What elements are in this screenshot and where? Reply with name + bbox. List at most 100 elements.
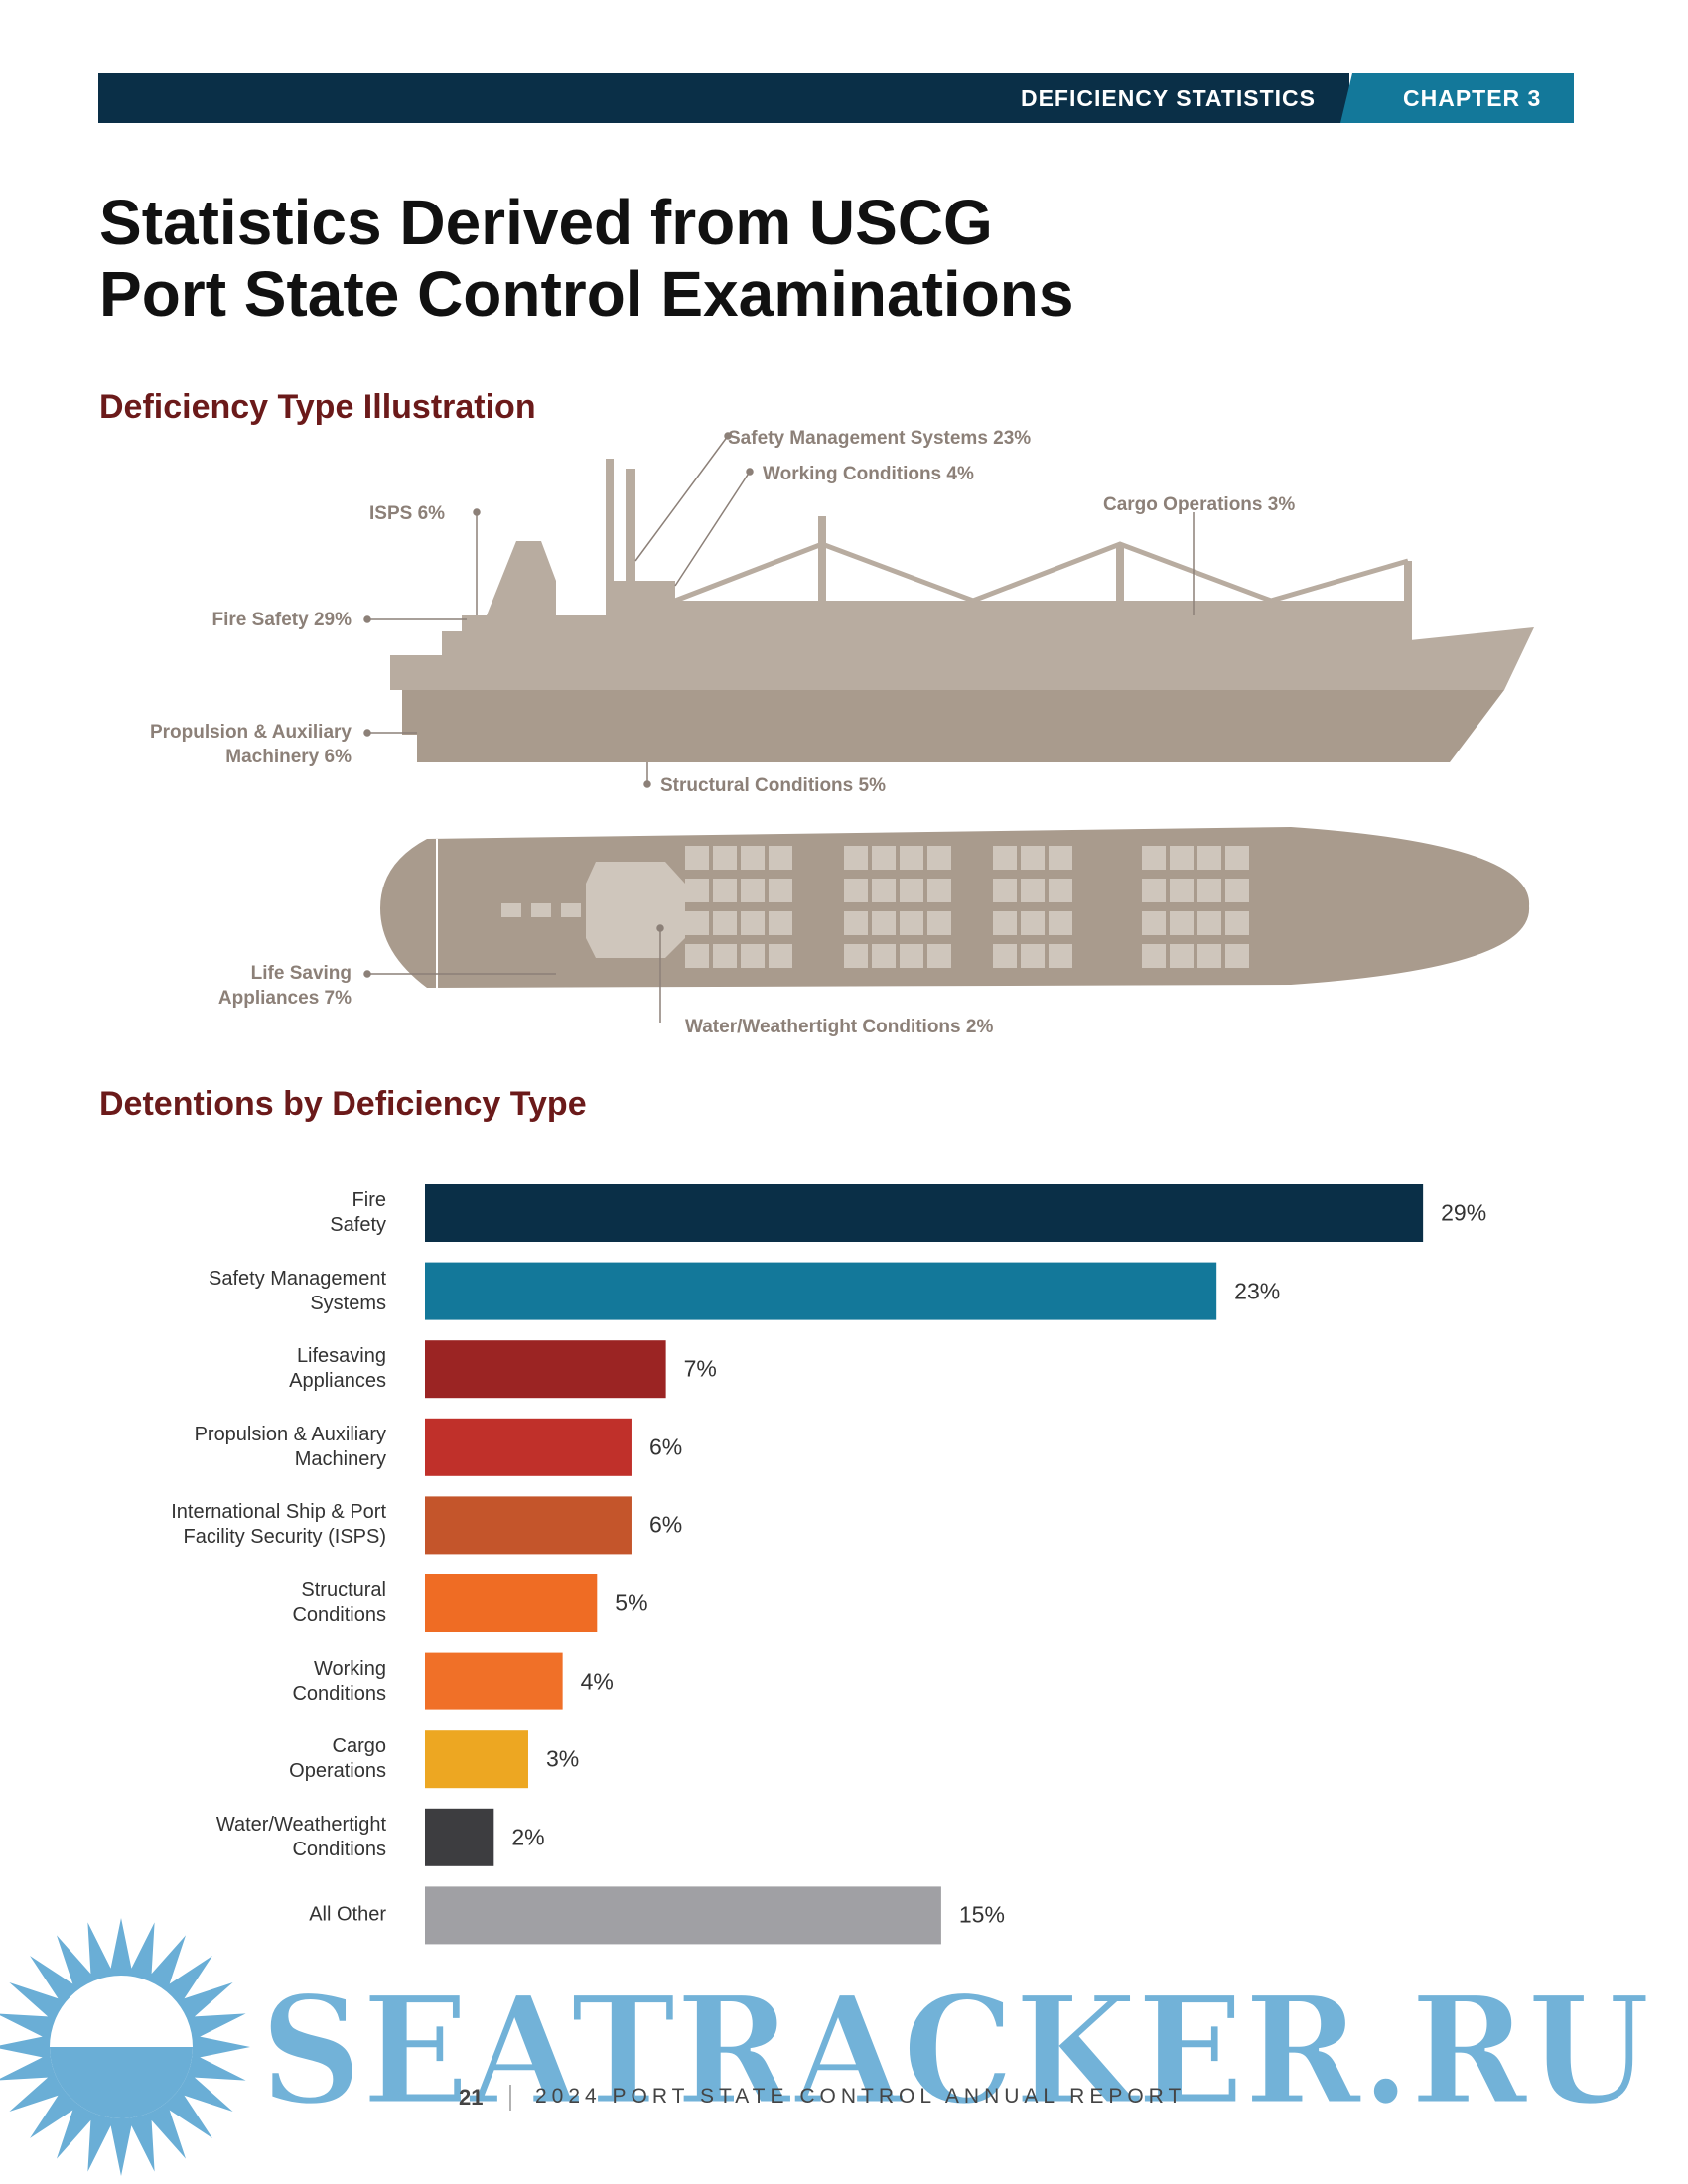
hatch — [993, 879, 1017, 902]
hatch — [1170, 911, 1194, 935]
page-number: 21 — [459, 2085, 484, 2110]
hatch — [872, 879, 896, 902]
value-label: 5% — [615, 1589, 648, 1616]
ship-illustration — [363, 432, 1534, 1023]
bar — [425, 1496, 632, 1555]
illustration-label: Propulsion & Auxiliary Machinery 6% — [149, 722, 352, 767]
hatch — [1197, 879, 1221, 902]
hatch — [1170, 944, 1194, 968]
value-label: 23% — [1234, 1278, 1281, 1304]
superstructure-top — [586, 862, 685, 958]
bar — [425, 1886, 941, 1945]
chapter-label: CHAPTER 3 — [1403, 85, 1542, 111]
deck-block — [501, 903, 521, 917]
category-label: Cargo Operations — [289, 1735, 386, 1783]
hatch — [741, 944, 765, 968]
hatch — [713, 846, 737, 870]
hatch — [713, 911, 737, 935]
section-label: DEFICIENCY STATISTICS — [1020, 85, 1316, 111]
hatch — [741, 846, 765, 870]
category-label: International Ship & Port Facility Secur… — [171, 1501, 386, 1549]
hatch — [872, 944, 896, 968]
sun-half — [50, 2047, 193, 2118]
chapter-tab — [1340, 73, 1574, 123]
hatch — [1225, 944, 1249, 968]
hatch — [927, 846, 951, 870]
hatch — [769, 879, 792, 902]
hatch — [1021, 944, 1045, 968]
header-bar — [98, 73, 1349, 123]
hatch — [927, 944, 951, 968]
deck-block — [561, 903, 581, 917]
bar — [425, 1340, 666, 1399]
illustration-label: ISPS 6% — [369, 503, 446, 524]
hatch — [844, 846, 868, 870]
hatch — [1021, 879, 1045, 902]
bar — [425, 1730, 528, 1789]
category-label: Propulsion & Auxiliary Machinery — [194, 1423, 386, 1470]
hatch — [713, 879, 737, 902]
hatch — [1225, 846, 1249, 870]
illustration-label: Cargo Operations 3% — [1103, 494, 1296, 515]
hatch — [900, 879, 923, 902]
hatch — [1142, 944, 1166, 968]
page-title: Statistics Derived from USCG — [99, 187, 993, 258]
illustration-label: Safety Management Systems 23% — [728, 428, 1032, 449]
pointer-lines — [363, 432, 1195, 1023]
page-title: Port State Control Examinations — [99, 258, 1074, 330]
category-label: Water/Weathertight Conditions — [215, 1813, 386, 1860]
crane — [818, 516, 826, 601]
hatch — [741, 911, 765, 935]
value-label: 7% — [683, 1355, 717, 1382]
crane — [1116, 544, 1124, 601]
hatch — [927, 879, 951, 902]
hatch — [685, 846, 709, 870]
bar — [425, 1652, 563, 1710]
illustration-label: Life Saving Appliances 7% — [217, 963, 352, 1009]
illustration-label: Structural Conditions 5% — [660, 775, 886, 796]
hatch — [993, 846, 1017, 870]
illustration-label: Working Conditions 4% — [763, 464, 974, 484]
report-name: 2024 PORT STATE CONTROL ANNUAL REPORT — [535, 2085, 1187, 2108]
hatch — [1170, 846, 1194, 870]
ship-upper — [390, 581, 1534, 690]
hatch — [769, 911, 792, 935]
hatch — [1197, 846, 1221, 870]
hatch — [1225, 879, 1249, 902]
hatch — [872, 911, 896, 935]
hatch — [1142, 911, 1166, 935]
hatch — [741, 879, 765, 902]
illustration-label: Fire Safety 29% — [211, 610, 352, 630]
hatch — [900, 944, 923, 968]
hatch — [927, 911, 951, 935]
bar — [425, 1574, 598, 1632]
hatch — [1049, 879, 1072, 902]
hatch — [769, 944, 792, 968]
bar — [425, 1184, 1424, 1242]
watermark-logo — [0, 1918, 250, 2176]
hatch — [1049, 911, 1072, 935]
funnel — [626, 469, 635, 583]
deck-block — [531, 903, 551, 917]
illustration-label: Water/Weathertight Conditions 2% — [685, 1017, 994, 1037]
hatch — [1197, 944, 1221, 968]
hatch — [1142, 879, 1166, 902]
hatch — [769, 846, 792, 870]
hatch — [993, 944, 1017, 968]
hatch — [993, 911, 1017, 935]
category-label: Fire Safety — [330, 1189, 386, 1236]
ship-top-view — [380, 827, 1530, 988]
hatch — [1021, 846, 1045, 870]
value-label: 29% — [1441, 1199, 1487, 1226]
category-label: Safety Management Systems — [209, 1267, 386, 1314]
value-label: 3% — [545, 1745, 580, 1772]
crane-lines — [674, 541, 1409, 604]
ship-hull — [402, 690, 1504, 762]
hatch — [1142, 846, 1166, 870]
hatch — [872, 846, 896, 870]
hatch — [900, 911, 923, 935]
hatch — [1170, 879, 1194, 902]
value-label: 6% — [648, 1511, 683, 1538]
